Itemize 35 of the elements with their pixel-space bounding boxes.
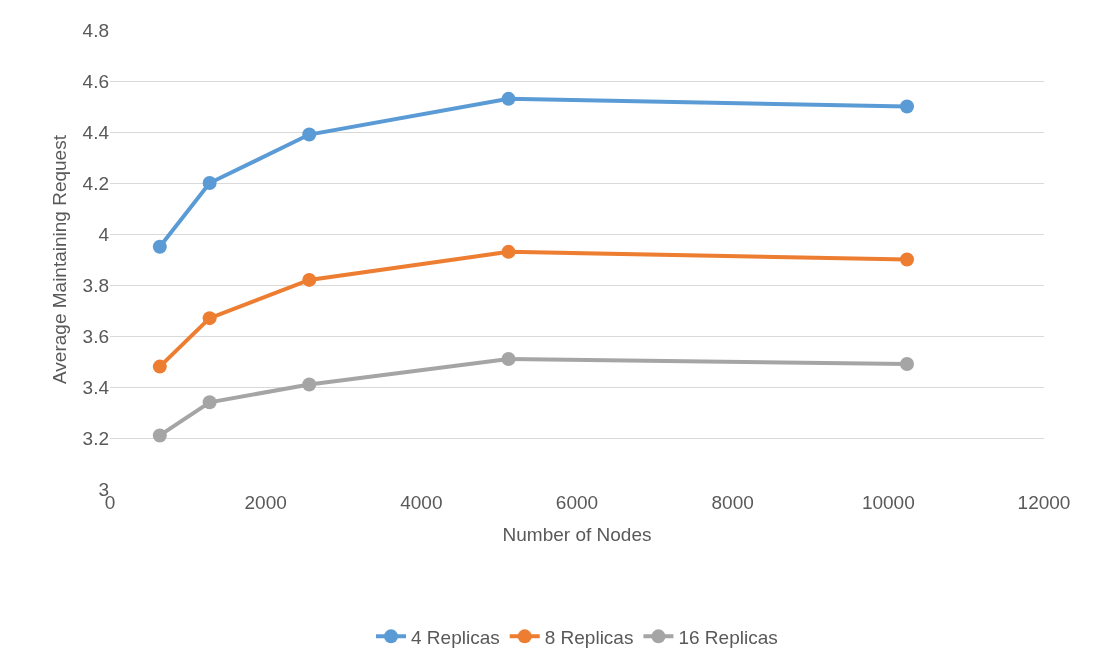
point — [302, 127, 317, 142]
x-tick-label: 8000 — [711, 492, 754, 513]
y-tick-label: 3.4 — [82, 376, 110, 398]
point — [302, 377, 317, 392]
x-tick-label: 12000 — [1017, 492, 1071, 513]
point — [302, 272, 317, 287]
point — [202, 311, 217, 326]
legend-label: 8 Replicas — [544, 626, 634, 648]
x-tick-label: 6000 — [555, 492, 599, 513]
point — [900, 252, 915, 267]
point — [900, 357, 915, 372]
y-tick-label: 4.8 — [82, 19, 109, 41]
y-tick-label: 4.2 — [82, 172, 109, 194]
legend-label: 4 Replicas — [411, 626, 500, 648]
y-axis-title: Average Maintaining Request — [49, 134, 71, 384]
point — [152, 428, 167, 443]
point — [202, 176, 217, 190]
point — [202, 395, 217, 410]
x-tick-label: 10000 — [861, 492, 915, 513]
y-tick-label: 3.6 — [82, 325, 109, 347]
point — [501, 244, 516, 259]
x-tick-label: 2000 — [244, 492, 287, 513]
point — [900, 99, 915, 114]
y-tick-label: 4 — [98, 223, 110, 245]
y-tick-label: 4.6 — [82, 70, 109, 92]
x-tick-label: 4000 — [400, 492, 443, 513]
point — [152, 239, 167, 254]
point — [501, 351, 516, 366]
y-tick-label: 3.2 — [82, 427, 109, 449]
legend-label: 16 Replicas — [678, 626, 778, 648]
point — [152, 359, 167, 374]
y-tick-label: 3.8 — [82, 274, 109, 296]
y-tick-label: 4.4 — [82, 121, 110, 143]
point — [501, 91, 516, 106]
x-axis-title: Number of Nodes — [502, 523, 652, 545]
